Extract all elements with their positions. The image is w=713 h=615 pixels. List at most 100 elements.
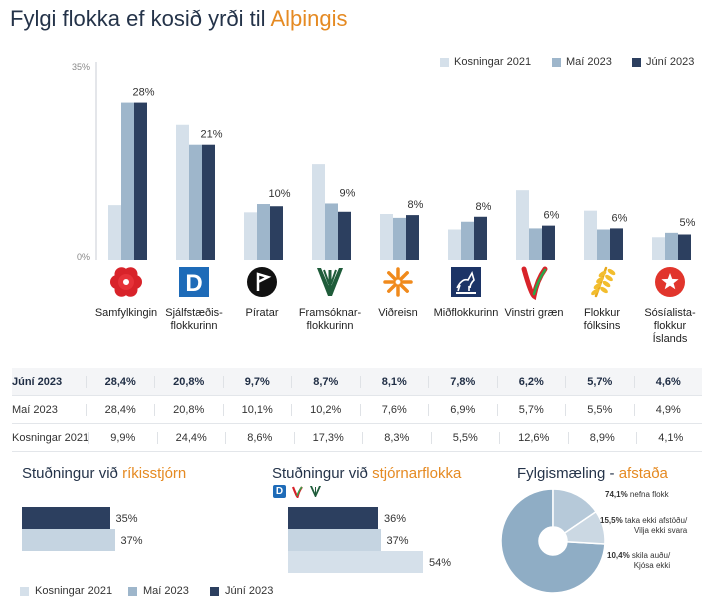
data-table: Júní 2023 28,4% 20,8% 9,7% 8,7% 8,1% 7,8…: [12, 368, 702, 452]
category-label: Sjálfstæðis-: [165, 307, 223, 319]
coalition-bar-2021: [288, 551, 423, 573]
row-label: Júní 2023: [12, 375, 63, 388]
table-cell: 4,6%: [633, 375, 703, 388]
table-cell: 28,4%: [85, 403, 155, 416]
category-label: Flokkur: [584, 307, 620, 319]
table-cell: 17,3%: [293, 431, 363, 444]
category-label: Miðflokkurinn: [434, 307, 499, 319]
bar-2021: [448, 229, 461, 260]
bottom-legend-juni: Júní 2023: [210, 585, 273, 597]
bar-2021: [176, 124, 189, 260]
category-label: fólksins: [584, 320, 621, 332]
bar-juni: [134, 102, 147, 260]
category-label: Sósíalista-: [644, 307, 696, 319]
table-cell: 8,9%: [567, 431, 637, 444]
bar-juni: [270, 206, 283, 260]
gov-support-bar-mai: [22, 529, 115, 551]
bar-value-label: 10%: [268, 188, 290, 200]
table-cell: 9,7%: [222, 375, 292, 388]
table-cell: 24,4%: [156, 431, 226, 444]
table-cell: 4,1%: [636, 431, 705, 444]
bottom-legend-2021: Kosningar 2021: [20, 585, 112, 597]
table-cell: 6,2%: [496, 375, 566, 388]
table-row: Kosningar 2021 9,9% 24,4% 8,6% 17,3% 8,3…: [12, 424, 702, 452]
legend-swatch-2021: [440, 57, 449, 67]
table-cell: 5,5%: [565, 403, 634, 416]
bar-2021: [312, 164, 325, 260]
table-row: Maí 2023 28,4% 20,8% 10,1% 10,2% 7,6% 6,…: [12, 396, 702, 424]
coalition-value-juni: 36%: [384, 513, 407, 525]
bar-juni: [678, 234, 691, 260]
pie-slice: [563, 510, 606, 545]
table-cell: 8,1%: [359, 375, 429, 388]
bar-mai: [597, 229, 610, 260]
category-label: Íslands: [653, 332, 688, 345]
bottom-legend-mai: Maí 2023: [128, 585, 189, 597]
framsokn-icon: [309, 485, 322, 498]
framsokn-icon: [317, 268, 343, 296]
category-label: flokkurinn: [306, 320, 353, 332]
chart-title: Fylgi flokka ef kosið yrði til Alþingis: [10, 6, 348, 31]
table-cell: 20,8%: [154, 403, 223, 416]
gov-support-value-juni: 35%: [115, 513, 138, 525]
bar-value-label: 8%: [408, 199, 424, 211]
bar-mai: [393, 217, 406, 260]
pie-label-blank: 10,4% skila auðu/Kjósa ekki: [607, 551, 671, 570]
svg-text:D: D: [185, 270, 202, 297]
legend-swatch-juni: [632, 57, 641, 67]
category-label: Framsóknar-: [299, 307, 362, 319]
bar-mai: [189, 144, 202, 260]
vinstri-v-icon: [521, 266, 548, 301]
bar-value-label: 6%: [612, 212, 628, 224]
bar-2021: [652, 237, 665, 260]
pie-label-undecided: 15,5% taka ekki afstöðu/Vilja ekki svara: [600, 516, 688, 535]
gov-support-title: Stuðningur við ríkisstjórn: [22, 465, 187, 482]
table-cell: 10,2%: [291, 403, 360, 416]
bar-value-label: 5%: [680, 217, 696, 229]
coalition-bar-juni: [288, 507, 378, 529]
d-letter-icon: D: [179, 267, 209, 297]
bar-mai: [121, 102, 134, 260]
category-label: Samfylkingin: [95, 307, 157, 319]
table-cell: 10,1%: [222, 403, 292, 416]
bar-juni: [338, 211, 351, 260]
stance-title: Fylgismæling - afstaða: [517, 465, 668, 482]
bar-value-label: 6%: [544, 210, 560, 222]
gov-support-bar-juni: [22, 507, 110, 529]
bar-2021: [244, 212, 257, 260]
bar-value-label: 28%: [132, 87, 154, 99]
legend-item-juni: Júní 2023: [632, 56, 694, 68]
legend-item-mai: Maí 2023: [552, 56, 612, 68]
bar-mai: [325, 203, 338, 260]
pie-slice: [500, 488, 606, 594]
vidreisn-star-icon: [383, 267, 413, 297]
bar-value-label: 21%: [200, 129, 222, 141]
bar-value-label: 9%: [340, 187, 356, 199]
rose-icon: [110, 267, 142, 297]
table-cell: 8,7%: [291, 375, 360, 388]
y-tick-label: 35%: [72, 62, 90, 72]
bar-juni: [542, 225, 555, 260]
gov-support-value-mai: 37%: [120, 535, 143, 547]
table-cell: 5,5%: [430, 431, 500, 444]
category-label: Píratar: [245, 307, 278, 319]
bar-mai: [461, 221, 474, 260]
d-letter-icon: D: [273, 485, 286, 498]
bar-mai: [257, 204, 270, 260]
table-cell: 6,9%: [428, 403, 497, 416]
stance-pie-chart: [500, 488, 606, 594]
socialist-star-icon: [655, 267, 685, 297]
table-cell: 7,6%: [359, 403, 429, 416]
coalition-value-mai: 37%: [386, 535, 409, 547]
pie-label-named: 74,1% nefna flokk: [605, 490, 669, 499]
table-cell: 20,8%: [154, 375, 223, 388]
table-cell: 7,8%: [428, 375, 497, 388]
wheat-icon: [591, 266, 616, 298]
table-cell: 8,6%: [225, 431, 294, 444]
row-label: Maí 2023: [12, 403, 58, 416]
bar-2021: [108, 205, 121, 260]
bar-juni: [610, 228, 623, 260]
coalition-value-2021: 54%: [429, 557, 452, 569]
horse-icon: [451, 267, 481, 297]
category-label: Vinstri græn: [504, 307, 563, 319]
